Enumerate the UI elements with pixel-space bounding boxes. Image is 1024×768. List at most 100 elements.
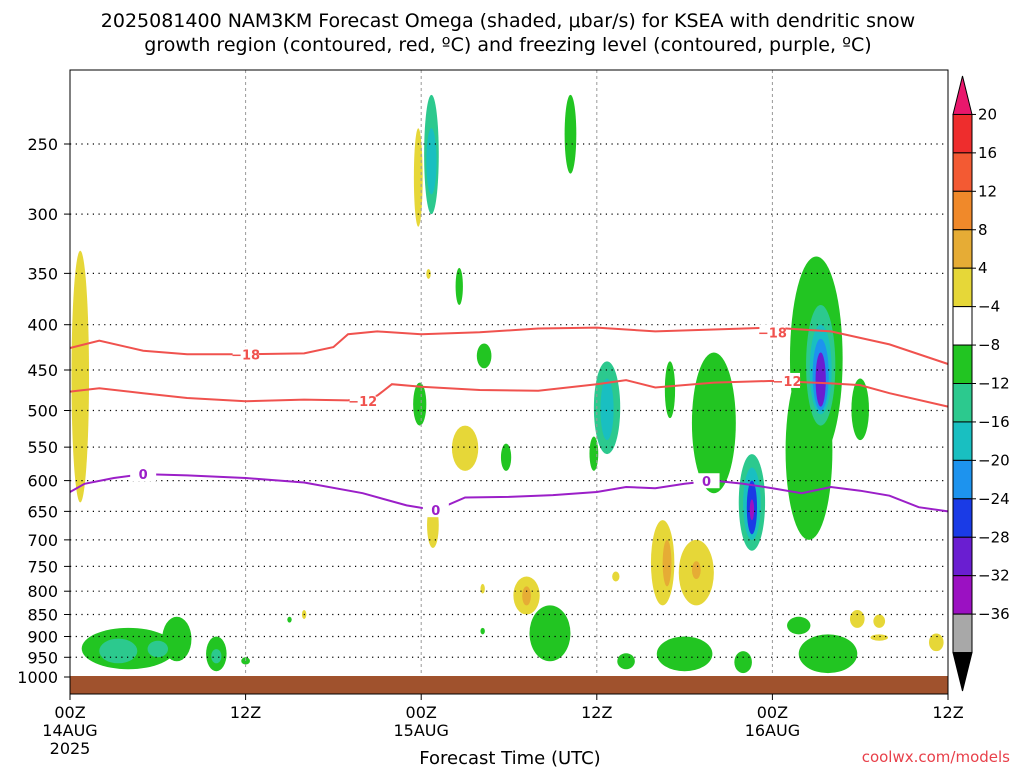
y-tick-label-500: 500 — [27, 402, 58, 421]
ground-terrain — [70, 676, 948, 694]
y-tick-label-850: 850 — [27, 606, 58, 625]
omega-cell-48 — [656, 636, 713, 672]
contour-label-bg-0-1 — [422, 502, 449, 518]
colorbar-bin-2 — [952, 152, 973, 192]
colorbar: 20 16 12 8 4 −4 −8 −12 −16 −20 −24 −28 −32 −36 — [952, 75, 1010, 692]
omega-cell-6 — [455, 267, 463, 305]
colorbar-bin-10 — [952, 459, 973, 500]
y-tick-label-350: 350 — [27, 264, 58, 283]
x-tick-label-0-0: 00Z — [54, 703, 85, 722]
omega-cell-8 — [413, 382, 427, 426]
colorbar-label-12: −32 — [978, 567, 1010, 585]
contour-label-0-2: 0 — [702, 475, 711, 490]
omega-cell-2 — [426, 128, 437, 195]
y-tick-label-600: 600 — [27, 472, 58, 491]
grid-lines — [69, 70, 949, 694]
y-tick-label-450: 450 — [27, 361, 58, 380]
colorbar-bin-7 — [952, 344, 973, 384]
colorbar-label-0: 20 — [978, 105, 997, 123]
omega-cell-10 — [500, 443, 512, 471]
contour-label-bg--12-0 — [349, 393, 376, 409]
colorbar-label-6: −8 — [978, 336, 1000, 354]
omega-cell-37 — [480, 627, 485, 635]
colorbar-bin-6 — [952, 306, 973, 346]
x-axis-title: Forecast Time (UTC) — [419, 748, 600, 768]
contour-label--12-1: −12 — [773, 375, 802, 390]
omega-cell-34 — [612, 571, 620, 582]
colorbar-bin-3 — [952, 190, 973, 231]
y-tick-label-900: 900 — [27, 627, 58, 646]
omega-cell-9 — [451, 425, 479, 471]
omega-cell-7 — [476, 343, 492, 369]
omega-cell-5 — [426, 268, 431, 279]
colorbar-label-3: 8 — [978, 221, 988, 239]
colorbar-bin-9 — [952, 421, 973, 461]
omega-cell-39 — [287, 616, 292, 623]
omega-cell-42 — [99, 638, 138, 664]
omega-cell-41 — [162, 616, 192, 662]
omega-cell-43 — [147, 640, 169, 658]
omega-cell-49 — [734, 651, 752, 674]
contour-label-bg-0-2 — [693, 473, 720, 489]
contour-label-0-1: 0 — [431, 504, 440, 519]
chart-title-line-1: 2025081400 NAM3KM Forecast Omega (shaded… — [101, 10, 915, 32]
x-tick-label-0-1: 14AUG — [42, 721, 97, 740]
omega-cell-15 — [664, 361, 676, 419]
x-tick-label-0-2: 2025 — [50, 739, 91, 758]
omega-cell-51 — [798, 634, 858, 674]
contour-line--12 — [69, 379, 949, 408]
omega-cell-29 — [662, 539, 672, 587]
colorbar-label-7: −12 — [978, 375, 1010, 393]
y-tick-label-800: 800 — [27, 582, 58, 601]
omega-cell-20 — [749, 499, 755, 521]
colorbar-label-10: −24 — [978, 490, 1010, 508]
omega-cell-45 — [211, 649, 222, 664]
colorbar-label-9: −20 — [978, 451, 1010, 469]
omega-cell-52 — [849, 609, 865, 628]
omega-cell-14 — [589, 436, 599, 471]
colorbar-bin-5 — [952, 267, 973, 308]
y-tick-label-700: 700 — [27, 531, 58, 550]
colorbar-bin-13 — [952, 575, 973, 615]
omega-cell-47 — [617, 653, 635, 670]
colorbar-bin-1 — [952, 113, 973, 154]
contour-label-bg-0-0 — [130, 466, 157, 482]
contour-label-bg--18-0 — [232, 346, 259, 362]
x-tick-label-48-0: 00Z — [757, 703, 788, 722]
colorbar-label-2: 12 — [978, 182, 997, 200]
colorbar-label-4: 4 — [978, 259, 988, 277]
x-tick-label-48-1: 16AUG — [745, 721, 800, 740]
omega-cell-33 — [522, 586, 531, 606]
x-tick-label-24-0: 00Z — [406, 703, 437, 722]
colorbar-bin-12 — [952, 536, 973, 577]
colorbar-label-1: 16 — [978, 144, 997, 162]
colorbar-bin-8 — [952, 383, 973, 423]
omega-cell-26 — [815, 352, 826, 407]
x-tick-label-24-1: 15AUG — [393, 721, 448, 740]
colorbar-bin-14 — [952, 613, 973, 654]
y-tick-label-250: 250 — [27, 135, 58, 154]
x-tick-label-36-0: 12Z — [581, 703, 612, 722]
omega-cell-50 — [787, 616, 811, 635]
omega-cell-4 — [564, 94, 577, 174]
contour-label--12-0: −12 — [348, 395, 377, 410]
omega-cell-36 — [529, 605, 571, 662]
plot-area: −18 −18 −12 −12 0 0 0 — [69, 69, 949, 695]
colorbar-label-8: −16 — [978, 413, 1010, 431]
y-tick-label-650: 650 — [27, 502, 58, 521]
colorbar-bin-11 — [952, 498, 973, 538]
y-tick-label-750: 750 — [27, 557, 58, 576]
contour-label--18-1: −18 — [758, 326, 787, 341]
contour-label--18-0: −18 — [231, 348, 260, 363]
x-tick-label-12-0: 12Z — [230, 703, 261, 722]
omega-cell-35 — [480, 583, 485, 594]
contour-label-bg--18-1 — [759, 324, 786, 340]
colorbar-bin-15 — [952, 652, 973, 692]
x-tick-label-60-0: 12Z — [932, 703, 963, 722]
colorbar-label-5: −4 — [978, 298, 1000, 316]
omega-cell-31 — [691, 561, 701, 579]
temperature-contours: −18 −18 −12 −12 0 0 0 — [69, 324, 949, 519]
y-tick-label-950: 950 — [27, 648, 58, 667]
